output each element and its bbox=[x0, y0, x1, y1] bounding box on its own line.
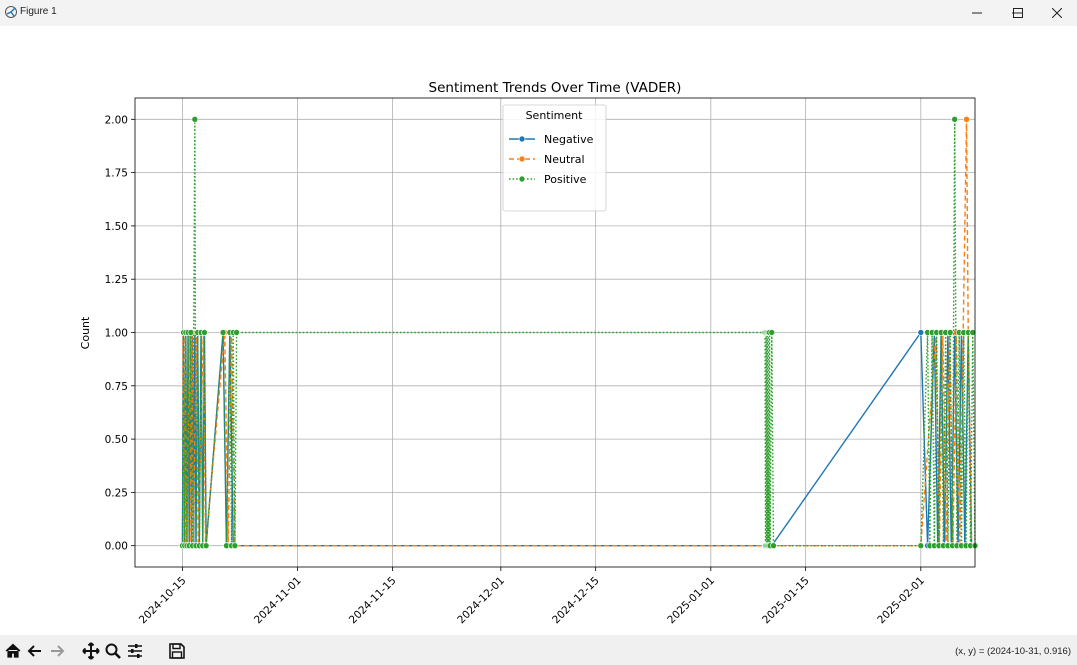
x-tick-label: 2025-01-15 bbox=[760, 575, 812, 627]
data-point bbox=[187, 329, 195, 336]
close-icon bbox=[1052, 8, 1062, 18]
data-point bbox=[233, 329, 240, 336]
legend-box bbox=[502, 104, 607, 212]
y-tick-label: 1.75 bbox=[105, 168, 128, 180]
data-point bbox=[768, 329, 776, 336]
chart: 0.00 0.25 0.50 0.75 1.00 1.25 1.50 1.75 2.00 202… bbox=[79, 80, 979, 626]
x-tick-label: 2024-12-15 bbox=[550, 575, 602, 627]
data-point bbox=[969, 329, 977, 336]
x-tick-label: 2025-02-01 bbox=[875, 575, 927, 627]
zoom-button[interactable] bbox=[104, 642, 122, 660]
save-icon bbox=[169, 643, 185, 659]
data-point bbox=[191, 116, 199, 123]
series-group bbox=[179, 116, 979, 549]
back-button[interactable] bbox=[26, 642, 44, 660]
legend-title: Sentiment bbox=[526, 109, 584, 122]
series-positive bbox=[179, 116, 979, 549]
legend-marker bbox=[518, 175, 526, 183]
legend-entry-negative: Negative bbox=[509, 133, 594, 146]
home-icon bbox=[5, 643, 21, 658]
window-titlebar: Figure 1 bbox=[0, 0, 1077, 26]
legend-label: Neutral bbox=[544, 153, 585, 166]
data-point bbox=[917, 329, 925, 336]
x-axis: 2024-10-15 2024-11-01 2024-11-15 2024-12-01… bbox=[137, 567, 927, 626]
data-point bbox=[231, 542, 239, 549]
forward-icon bbox=[51, 645, 65, 657]
zoom-icon bbox=[105, 643, 121, 659]
x-tick-label: 2024-12-01 bbox=[455, 575, 507, 627]
maximize-button-box[interactable] bbox=[998, 0, 1038, 26]
configure-button[interactable] bbox=[126, 642, 144, 660]
data-point bbox=[951, 116, 958, 123]
save-button[interactable] bbox=[168, 642, 186, 660]
data-point bbox=[201, 329, 208, 336]
y-tick-label: 2.00 bbox=[105, 114, 128, 126]
y-tick-label: 1.25 bbox=[105, 274, 128, 286]
y-axis: 0.00 0.25 0.50 0.75 1.00 1.25 1.50 1.75 2.00 bbox=[105, 114, 135, 553]
close-button[interactable] bbox=[1037, 0, 1077, 26]
matplotlib-app-icon bbox=[5, 6, 17, 18]
legend-entry-positive: Positive bbox=[509, 173, 587, 186]
x-tick-label: 2024-11-01 bbox=[252, 575, 304, 627]
data-point bbox=[963, 116, 970, 123]
figure-canvas[interactable]: 0.00 0.25 0.50 0.75 1.00 1.25 1.50 1.75 2.00 202… bbox=[0, 26, 1077, 635]
home-button[interactable] bbox=[4, 642, 22, 660]
legend-marker bbox=[518, 155, 526, 163]
minimize-button-box[interactable] bbox=[957, 0, 997, 26]
minimize-icon bbox=[972, 12, 982, 14]
y-tick-label: 0.75 bbox=[105, 381, 128, 393]
y-axis-label: Count bbox=[79, 316, 92, 349]
y-tick-label: 1.50 bbox=[105, 221, 128, 233]
legend-marker bbox=[518, 135, 526, 143]
pan-button[interactable] bbox=[82, 642, 100, 660]
data-point bbox=[917, 542, 925, 549]
data-point bbox=[946, 329, 954, 336]
x-tick-label: 2024-11-15 bbox=[347, 575, 399, 627]
series-line bbox=[181, 119, 976, 547]
navigation-toolbar: (x, y) = (2024-10-31, 0.916) bbox=[0, 635, 1077, 665]
x-tick-label: 2025-01-01 bbox=[665, 575, 717, 627]
legend-label: Positive bbox=[544, 173, 587, 186]
y-tick-label: 0.00 bbox=[105, 541, 128, 553]
legend-entry-neutral: Neutral bbox=[509, 153, 585, 166]
window-title: Figure 1 bbox=[20, 6, 57, 17]
y-tick-label: 1.00 bbox=[105, 328, 128, 340]
data-point bbox=[219, 329, 227, 336]
chart-title: Sentiment Trends Over Time (VADER) bbox=[429, 80, 682, 96]
pan-icon bbox=[82, 642, 100, 660]
legend-label: Negative bbox=[544, 133, 594, 146]
data-point bbox=[770, 542, 777, 549]
configure-icon bbox=[128, 644, 142, 658]
data-point bbox=[202, 542, 210, 549]
legend: Sentiment Negative Neutral Positive bbox=[502, 104, 607, 212]
x-tick-label: 2024-10-15 bbox=[137, 575, 189, 627]
forward-button[interactable] bbox=[48, 642, 66, 660]
y-tick-label: 0.25 bbox=[105, 487, 128, 499]
y-tick-label: 0.50 bbox=[105, 434, 128, 446]
back-icon bbox=[27, 645, 41, 657]
cursor-coordinates: (x, y) = (2024-10-31, 0.916) bbox=[955, 646, 1071, 657]
maximize-icon bbox=[1013, 8, 1023, 18]
